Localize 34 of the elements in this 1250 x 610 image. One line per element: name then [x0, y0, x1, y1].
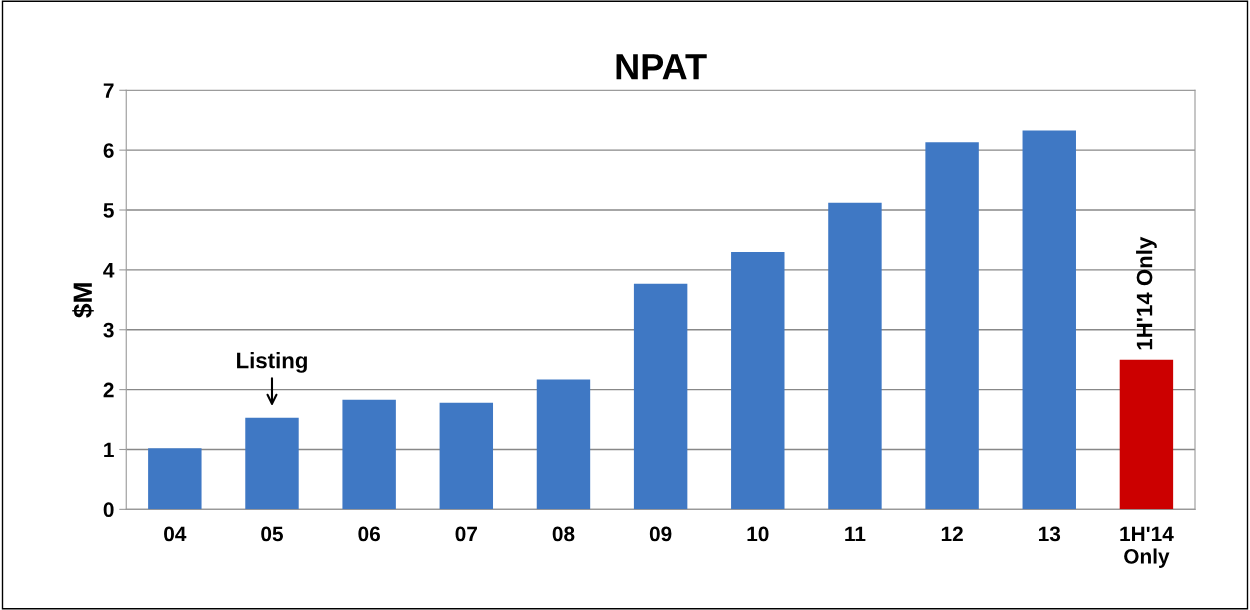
y-tick-label: 3: [103, 322, 114, 338]
y-tick-label: 1: [104, 442, 114, 458]
bar: [925, 142, 979, 510]
x-tick-label: 1H'14 Only: [1120, 526, 1174, 568]
x-tick-label: 08: [552, 526, 575, 542]
y-tick-label: 5: [103, 203, 114, 218]
x-tick-label: 12: [941, 526, 963, 542]
x-tick-label: 10: [747, 526, 769, 542]
x-tick-label: 05: [261, 526, 283, 542]
bar: [1119, 359, 1174, 510]
bar: [148, 448, 202, 510]
y-tick-label: 0: [103, 502, 114, 518]
bar: [828, 202, 882, 510]
bar: [1022, 130, 1076, 510]
y-tick-label: 7: [103, 83, 114, 98]
x-tick-label: 07: [455, 526, 477, 542]
bar: [342, 399, 396, 510]
y-tick-label: 4: [103, 263, 115, 278]
y-tick-label: 6: [103, 143, 114, 158]
bar: [731, 251, 785, 510]
y-tick-label: 2: [103, 382, 114, 398]
bar: [245, 417, 299, 510]
y-axis-title: $M: [72, 283, 94, 318]
annotation: 1H'14 Only: [1136, 236, 1157, 350]
x-tick-label: 13: [1038, 526, 1061, 542]
x-tick-label: 11: [845, 526, 866, 542]
annotation: Listing: [237, 352, 307, 373]
x-tick-label: 09: [649, 526, 672, 542]
x-tick-label: 06: [358, 526, 380, 542]
chart-title: NPAT: [616, 54, 707, 80]
x-tick-label: 04: [164, 526, 187, 542]
bar: [439, 402, 494, 510]
bar: [536, 379, 591, 510]
bar: [633, 283, 688, 510]
